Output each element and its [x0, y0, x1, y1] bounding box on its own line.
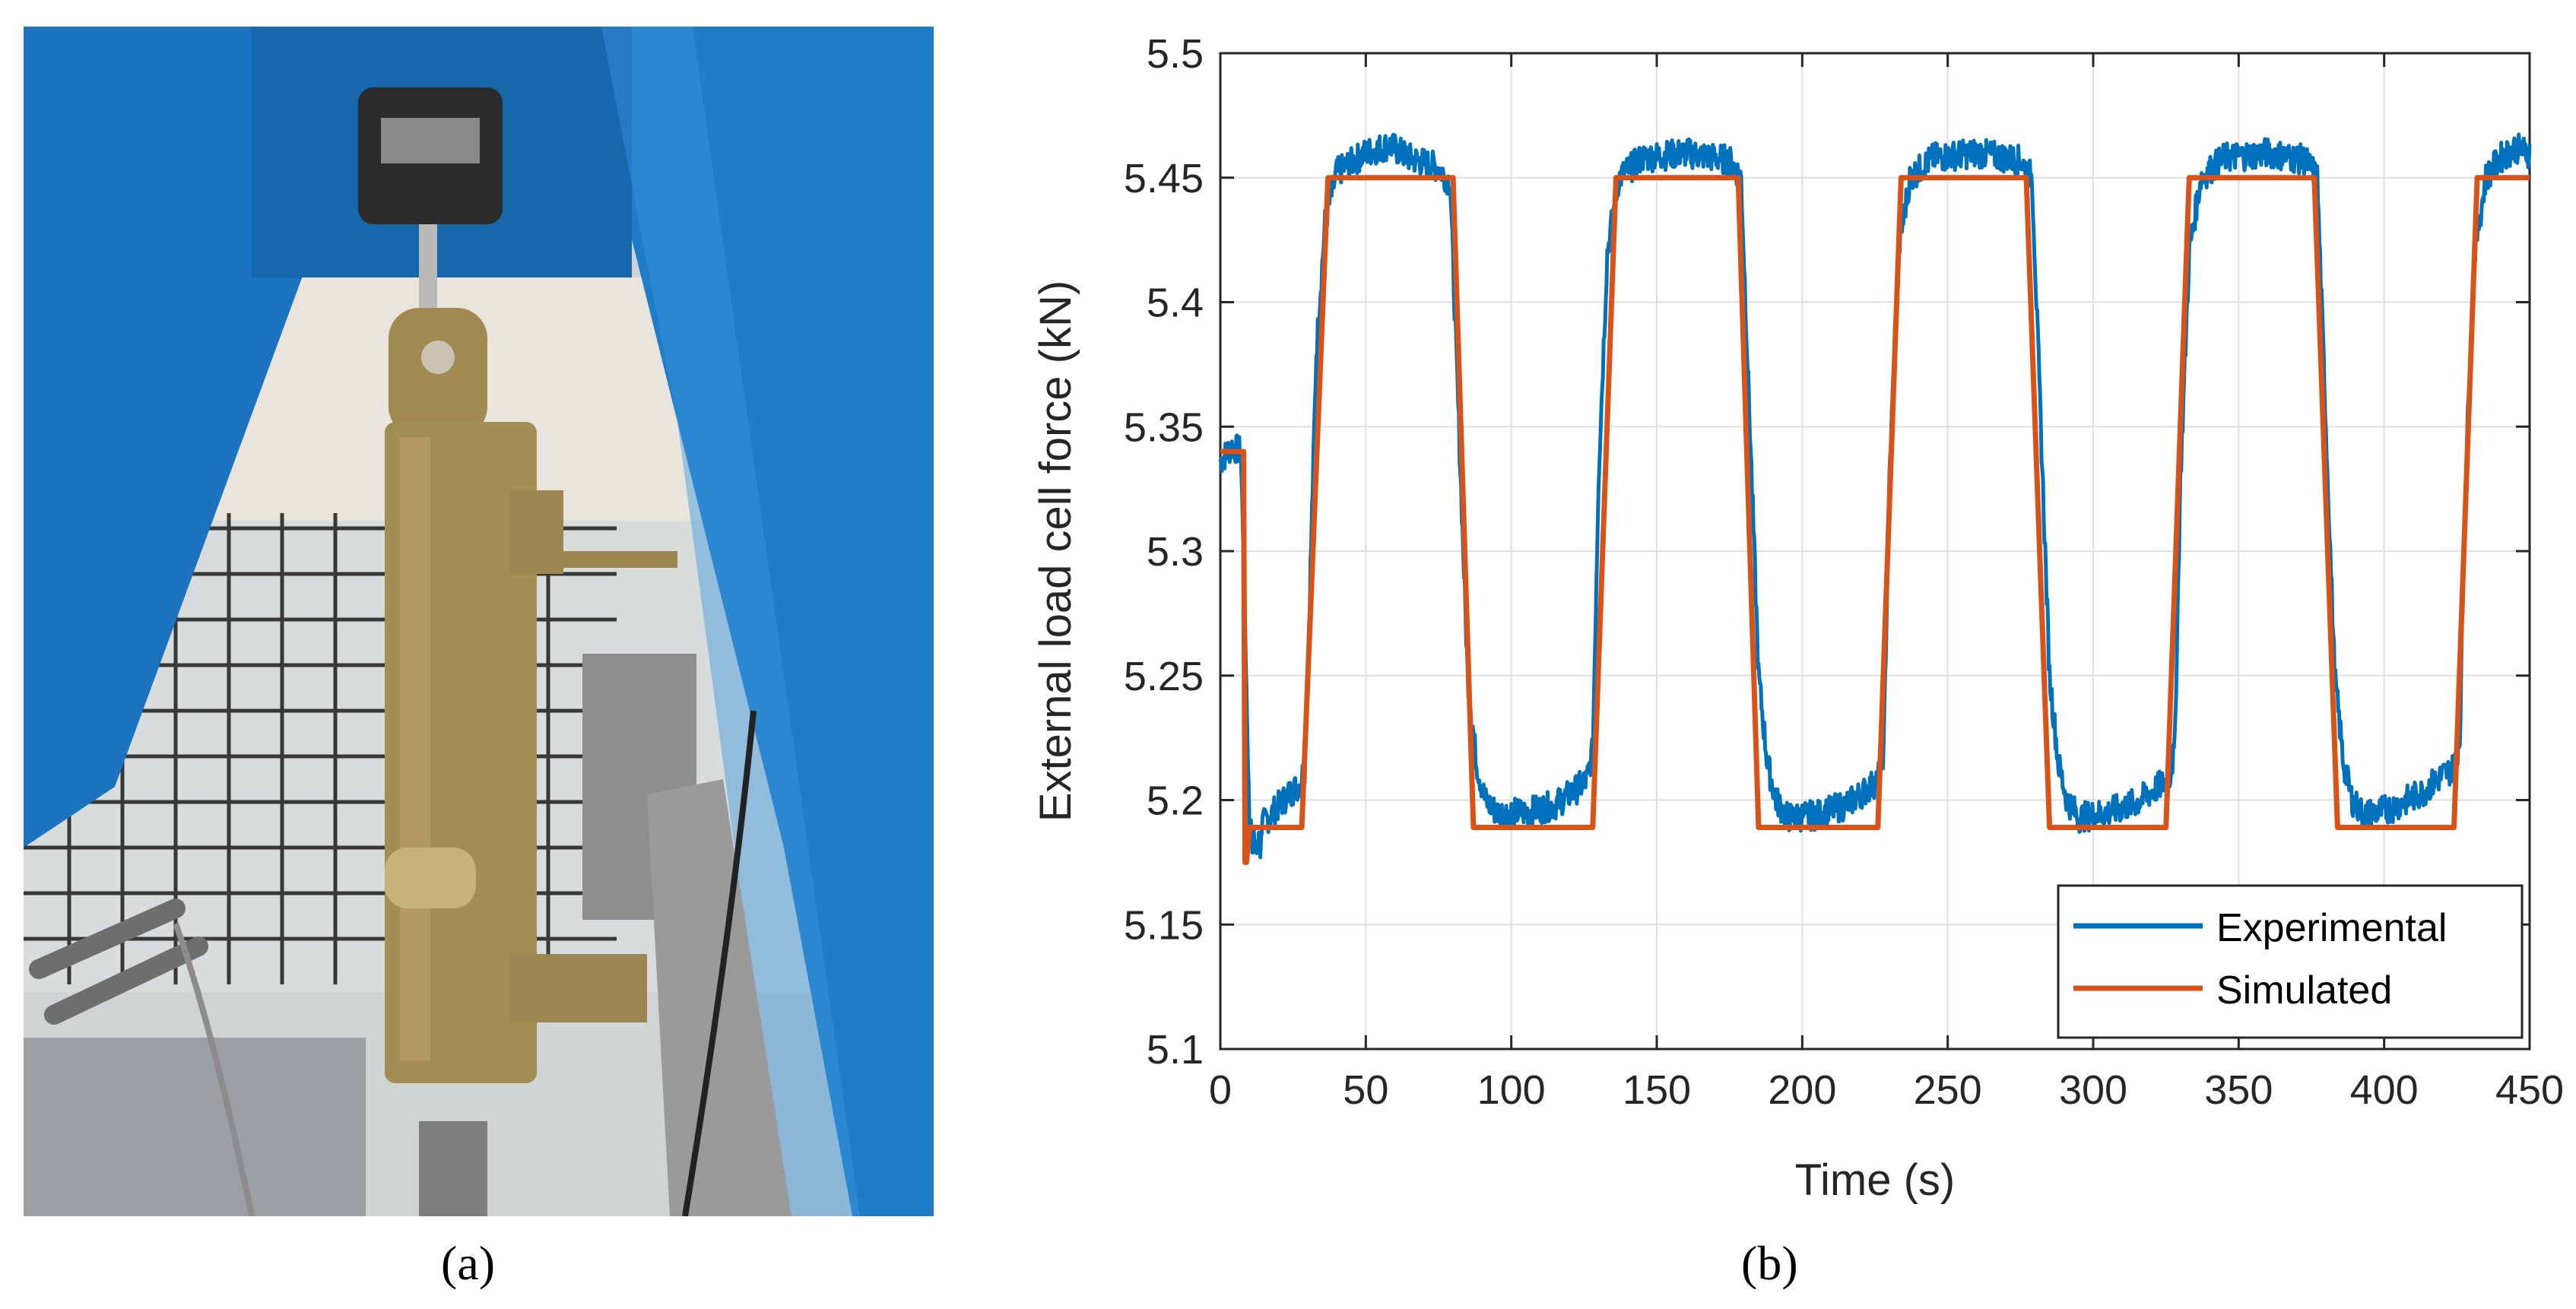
legend: Experimental Simulated	[2057, 884, 2524, 1039]
y-tick-label: 5.15	[1124, 902, 1204, 948]
legend-box	[2057, 884, 2524, 1039]
x-axis-ticks: 0 50 100 150 200 250 300 350 400 450	[1209, 53, 2564, 1113]
x-tick-label: 200	[1768, 1067, 1836, 1113]
x-tick-label: 50	[1343, 1067, 1388, 1113]
series-simulated-line	[1220, 175, 2530, 865]
caption-panel-b: (b)	[1741, 1236, 1798, 1290]
y-tick-label: 5.5	[1147, 31, 1204, 77]
y-tick-label: 5.2	[1147, 778, 1204, 824]
y-tick-label: 5.25	[1124, 654, 1204, 699]
caption-panel-a: (a)	[441, 1236, 496, 1290]
x-tick-label: 300	[2059, 1067, 2127, 1113]
y-tick-label: 5.35	[1124, 404, 1204, 450]
blue-frame-right-leg	[579, 27, 934, 1216]
y-tick-label: 5.3	[1147, 529, 1204, 575]
y-tick-label: 5.1	[1147, 1027, 1204, 1073]
y-tick-label: 5.45	[1124, 156, 1204, 201]
series-experimental-line	[1218, 132, 2532, 860]
y-axis-label: External load cell force (kN)	[1031, 280, 1080, 822]
x-tick-label: 0	[1209, 1067, 1232, 1113]
x-tick-label: 250	[1914, 1067, 1982, 1113]
legend-label-experimental: Experimental	[2216, 906, 2447, 950]
x-tick-label: 100	[1477, 1067, 1546, 1113]
actuator-test-rig-photo	[24, 27, 934, 1216]
x-tick-label: 450	[2495, 1067, 2564, 1113]
x-tick-label: 350	[2204, 1067, 2273, 1113]
load-cell-rod	[419, 224, 437, 315]
legend-label-simulated: Simulated	[2216, 968, 2392, 1013]
x-tick-label: 150	[1623, 1067, 1691, 1113]
y-tick-label: 5.4	[1147, 280, 1204, 326]
base-plate	[24, 1038, 366, 1216]
photo-illustration	[24, 27, 934, 1216]
x-axis-label: Time (s)	[1795, 1155, 1955, 1205]
x-tick-label: 400	[2350, 1067, 2419, 1113]
